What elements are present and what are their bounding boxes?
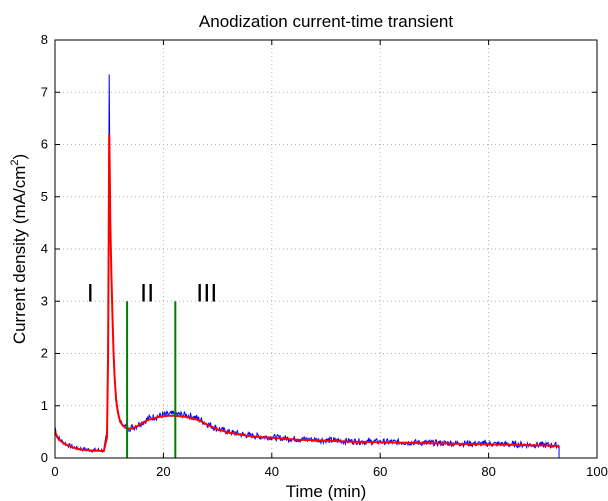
x-tick-label: 80 [481, 464, 495, 479]
data-series [54, 74, 560, 458]
x-tick-label: 100 [586, 464, 608, 479]
chart-title: Anodization current-time transient [199, 12, 453, 31]
y-tick-label: 1 [41, 398, 48, 413]
y-axis-title-main: Current density (mA/cm [10, 166, 29, 345]
y-tick-label: 6 [41, 137, 48, 152]
y-tick-label: 2 [41, 346, 48, 361]
smoothed-current-series-line [54, 134, 560, 453]
x-tick-label: 40 [265, 464, 279, 479]
y-axis-title-superscript: 2 [9, 160, 21, 166]
region-markers [126, 301, 177, 458]
y-tick-label: 4 [41, 241, 48, 256]
region-label-ii: II [140, 279, 154, 307]
region-labels: I II III [87, 279, 218, 307]
y-tick-label: 8 [41, 32, 48, 47]
grid-lines [55, 40, 597, 458]
x-tick-label: 20 [156, 464, 170, 479]
x-axis-title: Time (min) [286, 482, 367, 501]
y-axis-title: Current density (mA/cm2) [9, 154, 29, 344]
y-tick-label: 0 [41, 450, 48, 465]
y-tick-label: 7 [41, 84, 48, 99]
axis-ticks: 0 20 40 60 80 100 0 1 2 3 4 5 6 7 8 [41, 32, 608, 479]
x-tick-label: 60 [373, 464, 387, 479]
y-tick-label: 3 [41, 293, 48, 308]
y-axis-title-end: ) [10, 154, 29, 160]
region-label-i: I [87, 279, 94, 307]
y-tick-label: 5 [41, 189, 48, 204]
region-label-iii: III [196, 279, 217, 307]
x-tick-label: 0 [51, 464, 58, 479]
